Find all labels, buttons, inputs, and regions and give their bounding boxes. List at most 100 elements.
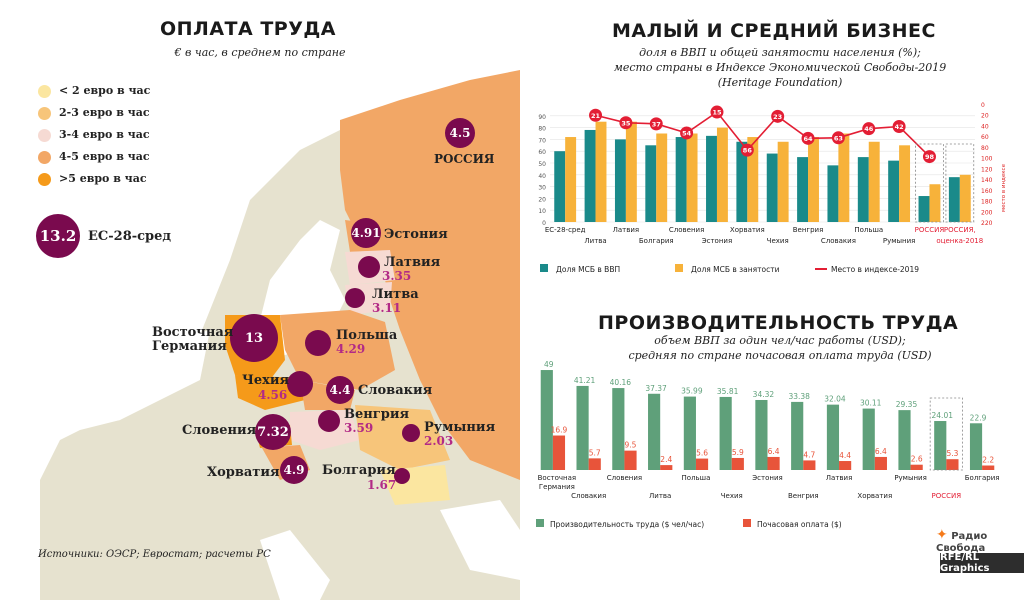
sme-bar-gdp (584, 129, 596, 222)
prod-value-label: 24.01 (932, 411, 954, 420)
prod-bar-wage (624, 450, 637, 470)
sme-x-label: оценка-2018 (936, 237, 983, 245)
prod-value-label: 5.7 (589, 448, 601, 457)
prod-x-label: Словения (607, 474, 642, 482)
prod-value-label: 2.6 (911, 455, 923, 464)
prod-value-label: 4.7 (803, 450, 815, 459)
rferl-credit: RFE/RL Graphics (940, 552, 1024, 574)
sme-rank-point (680, 126, 694, 140)
prod-bar-wage (803, 460, 816, 470)
czech-label: Чехия (242, 373, 290, 388)
productivity-title: ПРОИЗВОДИТЕЛЬНОСТЬ ТРУДА (598, 312, 959, 334)
sme-x-label: Румыния (883, 237, 916, 245)
prod-bar-wage (552, 435, 566, 470)
sme-rank-point (771, 109, 785, 123)
legend-item: 2-3 евро в час (38, 106, 150, 120)
sme-bar-employment (625, 121, 637, 222)
prod-bar-wage (910, 464, 923, 470)
sme-legend-label: Доля МСБ в ВВП (556, 265, 620, 274)
prod-legend-swatch (536, 519, 544, 527)
prod-bar-wage (767, 456, 780, 470)
sme-bar-gdp (766, 153, 778, 222)
prod-x-label: Чехия (721, 492, 743, 500)
legend-item: 4-5 евро в час (38, 150, 150, 164)
bulgaria-value: 1.67 (367, 478, 397, 492)
prod-value-label: 6.4 (875, 447, 887, 456)
prod-bar-productivity (612, 388, 625, 470)
sme-bar-gdp (645, 145, 657, 222)
prod-x-label: Словакия (571, 492, 606, 500)
sme-rank-point (589, 108, 603, 122)
eu-average-label: ЕС-28-сред (88, 229, 172, 244)
prod-legend-swatch (743, 519, 751, 527)
croatia-circle: 4.9 (280, 456, 308, 484)
sme-rank-point (619, 116, 633, 130)
legend-label: 4-5 евро в час (59, 150, 150, 163)
sme-y2-tick-label: 40 (981, 123, 989, 130)
estonia-circle: 4.91 (351, 218, 381, 248)
romania-circle (402, 424, 420, 442)
sme-rank-point (831, 131, 845, 145)
wage-subtitle: € в час, в среднем по стране (174, 46, 346, 59)
prod-value-label: 2.2 (982, 456, 994, 465)
sme-legend-swatch (540, 264, 548, 272)
russia-label: РОССИЯ (434, 152, 495, 166)
sme-subtitle-3: (Heritage Foundation) (717, 76, 843, 89)
sme-x-label: РОССИЯ (915, 226, 945, 234)
poland-value: 4.29 (336, 342, 366, 356)
legend-swatch (38, 106, 51, 120)
prod-value-label: 16.9 (551, 426, 568, 435)
legend-label: < 2 евро в час (59, 84, 151, 97)
slovenia-label: Словения (182, 423, 257, 438)
sme-rank-point (862, 122, 876, 136)
legend-item: < 2 евро в час (38, 84, 150, 98)
sme-x-label: Венгрия (793, 226, 824, 234)
legend-label: 2-3 евро в час (59, 106, 150, 119)
sme-bar-employment (747, 137, 759, 222)
prod-value-label: 5.9 (732, 448, 744, 457)
sme-y-tick-label: 30 (538, 185, 546, 192)
sme-rank-label: 15 (712, 109, 722, 117)
sme-rank-point (649, 117, 663, 131)
poland-region (280, 310, 395, 390)
sme-rank-label: 46 (864, 125, 874, 133)
sme-rank-label: 98 (925, 153, 935, 161)
sme-rank-point (740, 143, 754, 157)
sme-bar-gdp (948, 177, 960, 222)
sme-y2-tick-label: 180 (981, 199, 993, 206)
legend-swatch (38, 128, 51, 142)
prod-bar-productivity (934, 421, 947, 470)
sme-y2-tick-label: 160 (981, 188, 993, 195)
poland-label: Польша (336, 328, 398, 343)
bulgaria-label: Болгария (322, 463, 396, 478)
sme-bar-employment (808, 137, 819, 222)
logo-icon: ✦ (936, 527, 948, 543)
sme-y2-tick-label: 120 (981, 166, 993, 173)
sme-legend-swatch (675, 264, 683, 272)
productivity-chart: 49 16.9 41.21 5.7 40.16 9.5 37.37 2.4 35.99 5.6 35… (536, 360, 999, 529)
prod-value-label: 22.9 (970, 413, 987, 422)
eu-average-circle: 13.2 (36, 214, 80, 258)
romania-value: 2.03 (424, 434, 454, 448)
sme-y2-tick-label: 100 (981, 156, 993, 163)
sme-rank-label: 64 (804, 135, 814, 143)
sme-rank-point (922, 150, 936, 164)
black-sea (440, 500, 520, 580)
sme-y2-tick-label: 80 (981, 145, 989, 152)
prod-value-label: 5.3 (946, 449, 958, 458)
sme-subtitle-1: доля в ВВП и общей занятости населения (… (639, 46, 921, 59)
sme-bar-employment (929, 184, 941, 222)
sme-rank-label: 23 (773, 113, 782, 121)
prod-value-label: 9.5 (625, 441, 637, 450)
sme-rank-point (892, 120, 906, 134)
hungary-circle (318, 410, 340, 432)
sme-y-tick-label: 40 (538, 173, 546, 180)
latvia-value: 3.35 (382, 269, 412, 283)
sme-y2-tick-label: 200 (981, 209, 993, 216)
romania-label: Румыния (424, 420, 496, 435)
croatia-label: Хорватия (207, 465, 280, 480)
sme-rank-label: 37 (652, 120, 661, 128)
slovakia-label: Словакия (358, 383, 433, 398)
prod-value-label: 4.4 (839, 451, 851, 460)
prod-bar-wage (839, 461, 852, 470)
